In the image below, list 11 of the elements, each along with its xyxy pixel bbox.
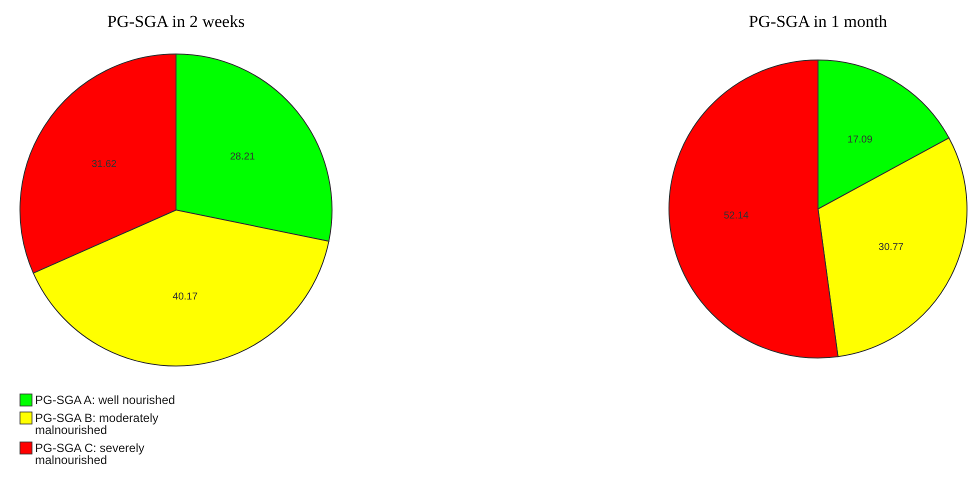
data-label: 30.77 [878,242,904,254]
data-label: 52.14 [724,210,750,222]
chart-title: PG-SGA in 2 weeks [107,12,245,31]
data-label: 31.62 [92,159,118,170]
data-label: 28.21 [230,152,256,163]
legend-label: PG-SGA B: moderately malnourished [35,411,158,437]
data-label: 40.17 [172,291,198,302]
legend-label: PG-SGA C: severely malnourished [35,441,144,467]
chart-title: PG-SGA in 1 month [748,12,888,31]
legend-label: PG-SGA A: well nourished [35,393,176,407]
data-label: 17.09 [847,134,873,146]
